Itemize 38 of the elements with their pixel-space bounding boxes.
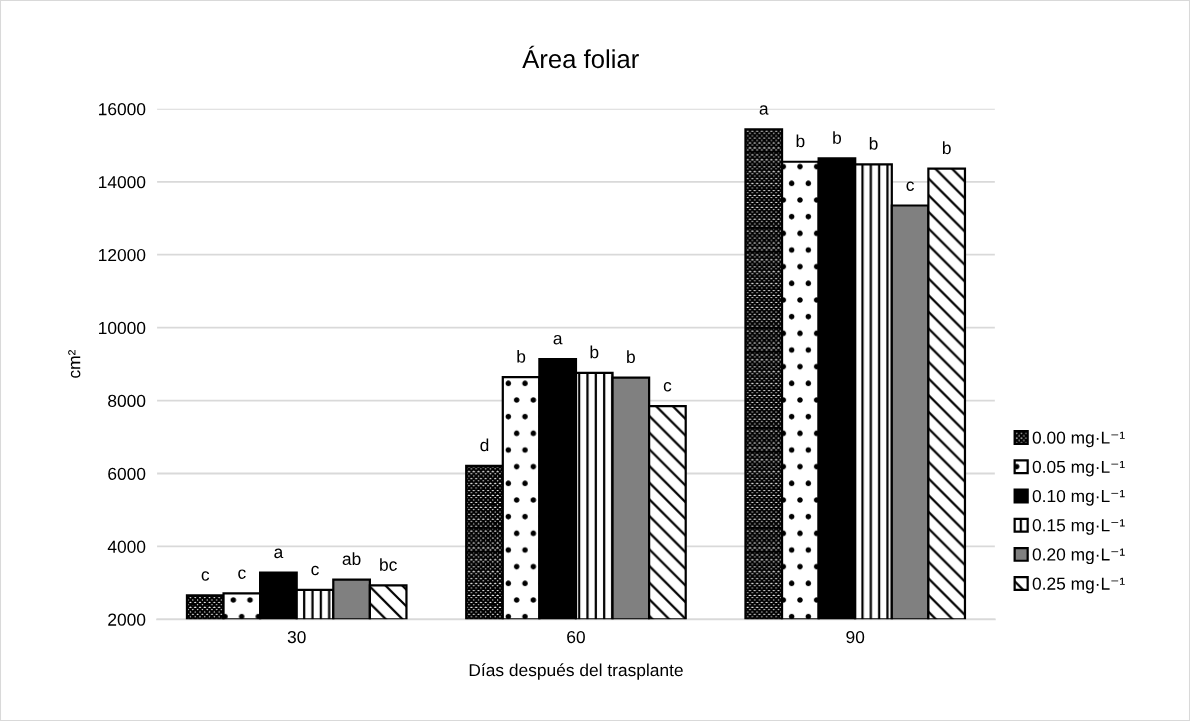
data-label: c — [201, 571, 210, 581]
data-label: b — [942, 141, 951, 155]
y-tick-label: 14000 — [99, 175, 146, 189]
y-tick-label: 16000 — [99, 103, 146, 116]
data-label: c — [906, 181, 914, 191]
data-label: b — [517, 349, 526, 363]
chart-title: Área foliar — [522, 45, 639, 69]
y-tick-label: 2000 — [108, 613, 146, 626]
y-tick-label: 4000 — [107, 540, 146, 553]
y-tick-label: 6000 — [108, 467, 146, 480]
data-label: b — [590, 345, 599, 359]
x-tick-label: 90 — [846, 630, 865, 644]
y-tick-label: 8000 — [108, 394, 146, 408]
data-label: a — [553, 334, 563, 345]
data-label: b — [627, 350, 635, 364]
data-label: d — [480, 438, 489, 452]
data-label: c — [663, 381, 672, 392]
data-label: b — [796, 134, 805, 148]
legend-label: 0.05 mg·L⁻¹ — [1032, 460, 1125, 477]
x-axis-title: Días después del trasplante — [469, 663, 683, 680]
data-label: c — [238, 569, 246, 579]
legend-label: 0.10 mg·L⁻¹ — [1032, 489, 1125, 506]
y-axis-title: cm² — [68, 349, 81, 378]
legend-label: 0.00 mg·L⁻¹ — [1032, 431, 1125, 448]
y-tick-label: 12000 — [99, 248, 146, 262]
data-label: c — [311, 565, 319, 576]
legend-label: 0.20 mg·L⁻¹ — [1032, 548, 1125, 565]
x-tick-label: 60 — [567, 630, 585, 644]
data-label: a — [759, 105, 769, 115]
legend-label: 0.15 mg·L⁻¹ — [1032, 519, 1125, 535]
data-label: a — [274, 548, 284, 559]
data-label: b — [833, 131, 842, 144]
y-tick-label: 10000 — [99, 321, 146, 335]
data-label: b — [869, 137, 878, 150]
data-label: bc — [380, 558, 397, 571]
x-tick-label: 30 — [287, 630, 306, 644]
legend-label: 0.25 mg·L⁻¹ — [1032, 577, 1125, 594]
data-label: ab — [342, 552, 361, 566]
